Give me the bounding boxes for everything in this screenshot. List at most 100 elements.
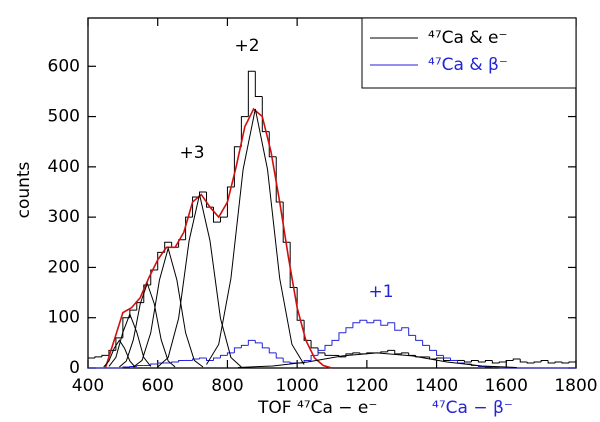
- x-tick-label: 600: [141, 376, 173, 396]
- component-curve: [237, 352, 517, 368]
- component-curve: [108, 312, 152, 367]
- histogram-step: [240, 116, 249, 147]
- histogram-step: [429, 345, 437, 351]
- histogram-step: [206, 191, 214, 208]
- y-tick-label: 500: [48, 107, 80, 127]
- histogram-step: [178, 359, 186, 362]
- histogram-step: [219, 216, 228, 223]
- histogram-step: [359, 319, 367, 323]
- histogram-step: [226, 352, 235, 356]
- histogram-step: [352, 322, 360, 328]
- histogram-step: [150, 363, 158, 366]
- x-tick-label: 1000: [276, 376, 319, 396]
- x-tick-label: 1400: [415, 376, 458, 396]
- histogram-step: [470, 359, 479, 362]
- histogram-step: [247, 339, 256, 346]
- histogram-step: [310, 340, 319, 349]
- y-tick-label: 400: [48, 157, 80, 177]
- histogram-step: [387, 349, 395, 352]
- histogram-step: [498, 361, 507, 363]
- histogram-step: [275, 156, 284, 203]
- histogram-step: [268, 131, 277, 158]
- histogram-step: [296, 287, 305, 321]
- histogram-step: [150, 269, 158, 286]
- histogram-step: [463, 360, 472, 363]
- histogram-step: [345, 327, 353, 333]
- histogram-step: [324, 344, 332, 351]
- histogram-step: [484, 366, 493, 368]
- histogram-step: [380, 351, 388, 353]
- histogram-step: [303, 320, 312, 341]
- y-tick-label: 200: [48, 257, 80, 277]
- histogram-step: [338, 332, 346, 341]
- histogram-step: [233, 347, 242, 353]
- histogram-step: [436, 350, 444, 356]
- histogram-step: [192, 358, 200, 361]
- histogram-step: [122, 366, 130, 368]
- histogram-step: [122, 317, 130, 338]
- histogram-step: [324, 352, 332, 356]
- histogram-step: [408, 327, 416, 336]
- histogram-step: [226, 186, 235, 218]
- histogram-step: [275, 352, 284, 359]
- x-tick-label: 400: [72, 376, 104, 396]
- component-curve: [103, 339, 136, 368]
- histogram-step: [199, 357, 207, 359]
- histogram-step: [415, 335, 423, 341]
- histogram-step: [352, 352, 360, 354]
- histogram-step: [268, 347, 277, 354]
- histogram-step: [261, 96, 270, 133]
- histogram-step: [87, 357, 95, 368]
- component-curve: [119, 281, 176, 368]
- x-axis-label: ⁴⁷Ca − β⁻: [432, 398, 513, 418]
- histogram-step: [394, 322, 402, 331]
- histogram-step: [554, 361, 563, 363]
- x-tick-label: 1200: [345, 376, 388, 396]
- histogram-step: [185, 216, 193, 240]
- histogram-step: [422, 340, 430, 346]
- component-curve: [206, 108, 305, 365]
- histogram-step: [568, 361, 576, 363]
- histogram-step: [394, 350, 402, 355]
- histogram-step: [491, 360, 500, 364]
- peak-annotation: +1: [368, 282, 393, 302]
- y-tick-label: 600: [48, 56, 80, 76]
- histogram-step: [366, 320, 374, 324]
- legend-label: ⁴⁷Ca & e⁻: [428, 28, 507, 48]
- histogram-step: [401, 352, 409, 354]
- peak-annotation: +3: [179, 143, 204, 163]
- histogram-step: [282, 202, 291, 243]
- component-curve: [133, 246, 204, 368]
- histogram-step: [408, 352, 416, 356]
- peak-annotation: +2: [234, 36, 259, 56]
- histogram-step: [254, 340, 263, 344]
- histogram-step: [491, 366, 500, 368]
- histogram-step: [526, 361, 535, 364]
- histogram-step: [171, 361, 179, 363]
- histogram-step: [94, 356, 102, 358]
- histogram-step: [317, 349, 326, 356]
- y-tick-label: 300: [48, 207, 80, 227]
- histogram-step: [450, 357, 458, 361]
- y-tick-label: 0: [69, 358, 80, 378]
- legend-label: ⁴⁷Ca & β⁻: [428, 55, 508, 75]
- histogram-step: [206, 357, 214, 361]
- histogram-step: [540, 359, 549, 362]
- histogram-step: [547, 360, 556, 364]
- histogram-step: [477, 360, 486, 363]
- fit-curve: [104, 107, 333, 369]
- histogram-step: [254, 71, 263, 97]
- histogram-step: [101, 354, 109, 357]
- component-curve: [157, 194, 242, 368]
- histogram-step: [380, 320, 388, 326]
- histogram-step: [212, 357, 221, 361]
- x-tick-label: 1600: [485, 376, 528, 396]
- histogram-step: [247, 70, 256, 117]
- histogram-step: [373, 319, 381, 323]
- histogram-step: [289, 242, 298, 289]
- histogram-step: [484, 359, 493, 362]
- x-axis-label: TOF ⁴⁷Ca − e⁻: [257, 398, 377, 418]
- histogram-step: [310, 354, 319, 361]
- histogram-step: [498, 367, 507, 369]
